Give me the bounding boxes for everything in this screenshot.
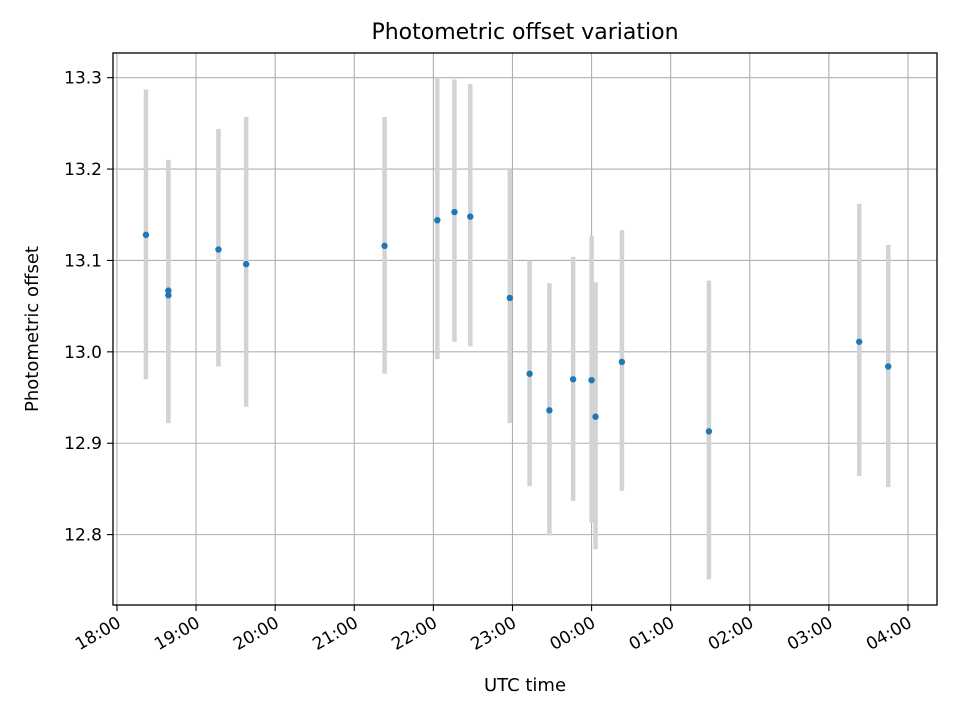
y-tick-label: 13.0	[64, 343, 102, 363]
y-axis: 12.8 12.9 13.0 13.1 13.2 13.3	[64, 69, 113, 546]
y-tick-label: 12.9	[64, 434, 102, 454]
y-tick-label: 13.1	[64, 251, 102, 271]
data-point	[381, 242, 388, 250]
plot-frame	[112, 52, 938, 606]
y-tick-label: 13.3	[64, 69, 102, 89]
data-point	[705, 428, 713, 435]
data-point	[451, 208, 458, 216]
data-point	[546, 407, 553, 414]
data-point	[618, 358, 626, 366]
data-points	[142, 208, 892, 435]
data-point	[526, 370, 533, 377]
data-point	[856, 338, 863, 345]
y-tick-label: 12.8	[64, 526, 102, 546]
data-point	[165, 291, 172, 299]
data-point	[506, 294, 514, 302]
data-point	[434, 217, 441, 224]
grid	[113, 53, 937, 605]
data-point	[569, 376, 577, 383]
data-point	[215, 246, 222, 253]
data-point	[592, 413, 599, 420]
x-axis-label: UTC time	[484, 675, 566, 696]
data-point	[242, 260, 250, 268]
data-point	[165, 287, 172, 294]
data-point	[467, 213, 474, 220]
chart-title: Photometric offset variation	[371, 20, 678, 45]
y-tick-label: 13.2	[64, 160, 102, 180]
data-point	[588, 376, 595, 384]
y-axis-label: Photometric offset	[22, 246, 43, 412]
data-point	[142, 231, 150, 239]
data-point	[885, 363, 892, 370]
